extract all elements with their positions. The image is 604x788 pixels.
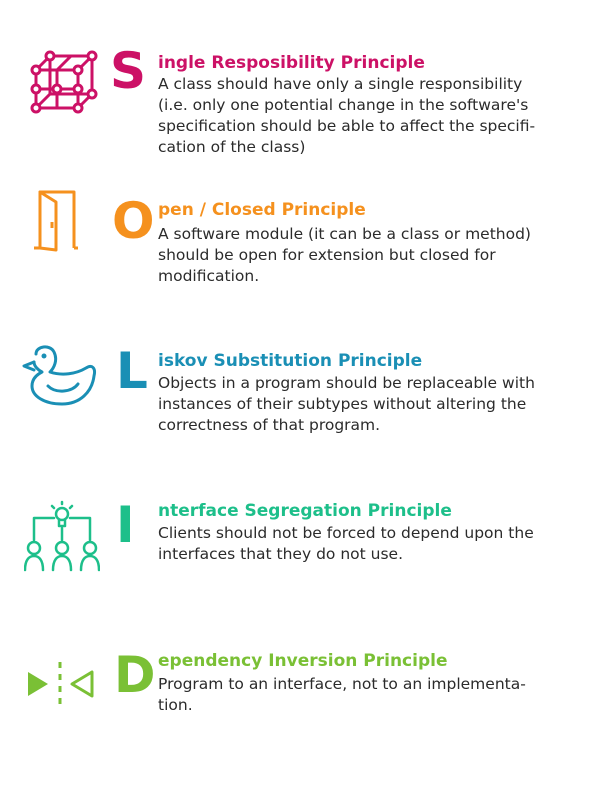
principle-letter: L: [116, 342, 148, 400]
description-line: modification.: [158, 267, 260, 285]
description-line: cation of the class): [158, 138, 306, 156]
principle-description: Objects in a program should be replaceab…: [158, 373, 535, 436]
open-door-icon: [34, 190, 78, 252]
principle-title: ingle Resposibility Principle: [158, 53, 425, 73]
principle-letter: S: [110, 42, 147, 100]
description-line: Program to an interface, not to an imple…: [158, 675, 526, 693]
principle-letter: D: [114, 646, 156, 704]
principle-description: Clients should not be forced to depend u…: [158, 523, 534, 565]
inversion-arrows-icon: [28, 662, 94, 704]
principle-title: nterface Segregation Principle: [158, 501, 452, 521]
rubber-duck-icon: [22, 345, 96, 406]
description-line: specification should be able to affect t…: [158, 117, 536, 135]
description-line: A software module (it can be a class or …: [158, 225, 531, 243]
cube-network-icon: [30, 50, 98, 114]
description-line: Objects in a program should be replaceab…: [158, 374, 535, 392]
principle-letter: I: [116, 496, 135, 554]
description-line: correctness of that program.: [158, 416, 381, 434]
description-line: tion.: [158, 696, 193, 714]
team-idea-icon: [24, 500, 100, 572]
description-line: should be open for extension but closed …: [158, 246, 496, 264]
principle-description: Program to an interface, not to an imple…: [158, 674, 526, 716]
description-line: interfaces that they do not use.: [158, 545, 403, 563]
principle-letter: O: [112, 192, 155, 250]
principle-description: A software module (it can be a class or …: [158, 224, 531, 287]
description-line: (i.e. only one potential change in the s…: [158, 96, 529, 114]
description-line: instances of their subtypes without alte…: [158, 395, 527, 413]
description-line: A class should have only a single respon…: [158, 75, 523, 93]
principle-description: A class should have only a single respon…: [158, 74, 535, 158]
principle-title: iskov Substitution Principle: [158, 351, 423, 371]
principle-title: ependency Inversion Principle: [158, 651, 448, 671]
principle-title: pen / Closed Principle: [158, 200, 366, 220]
description-line: Clients should not be forced to depend u…: [158, 524, 534, 542]
